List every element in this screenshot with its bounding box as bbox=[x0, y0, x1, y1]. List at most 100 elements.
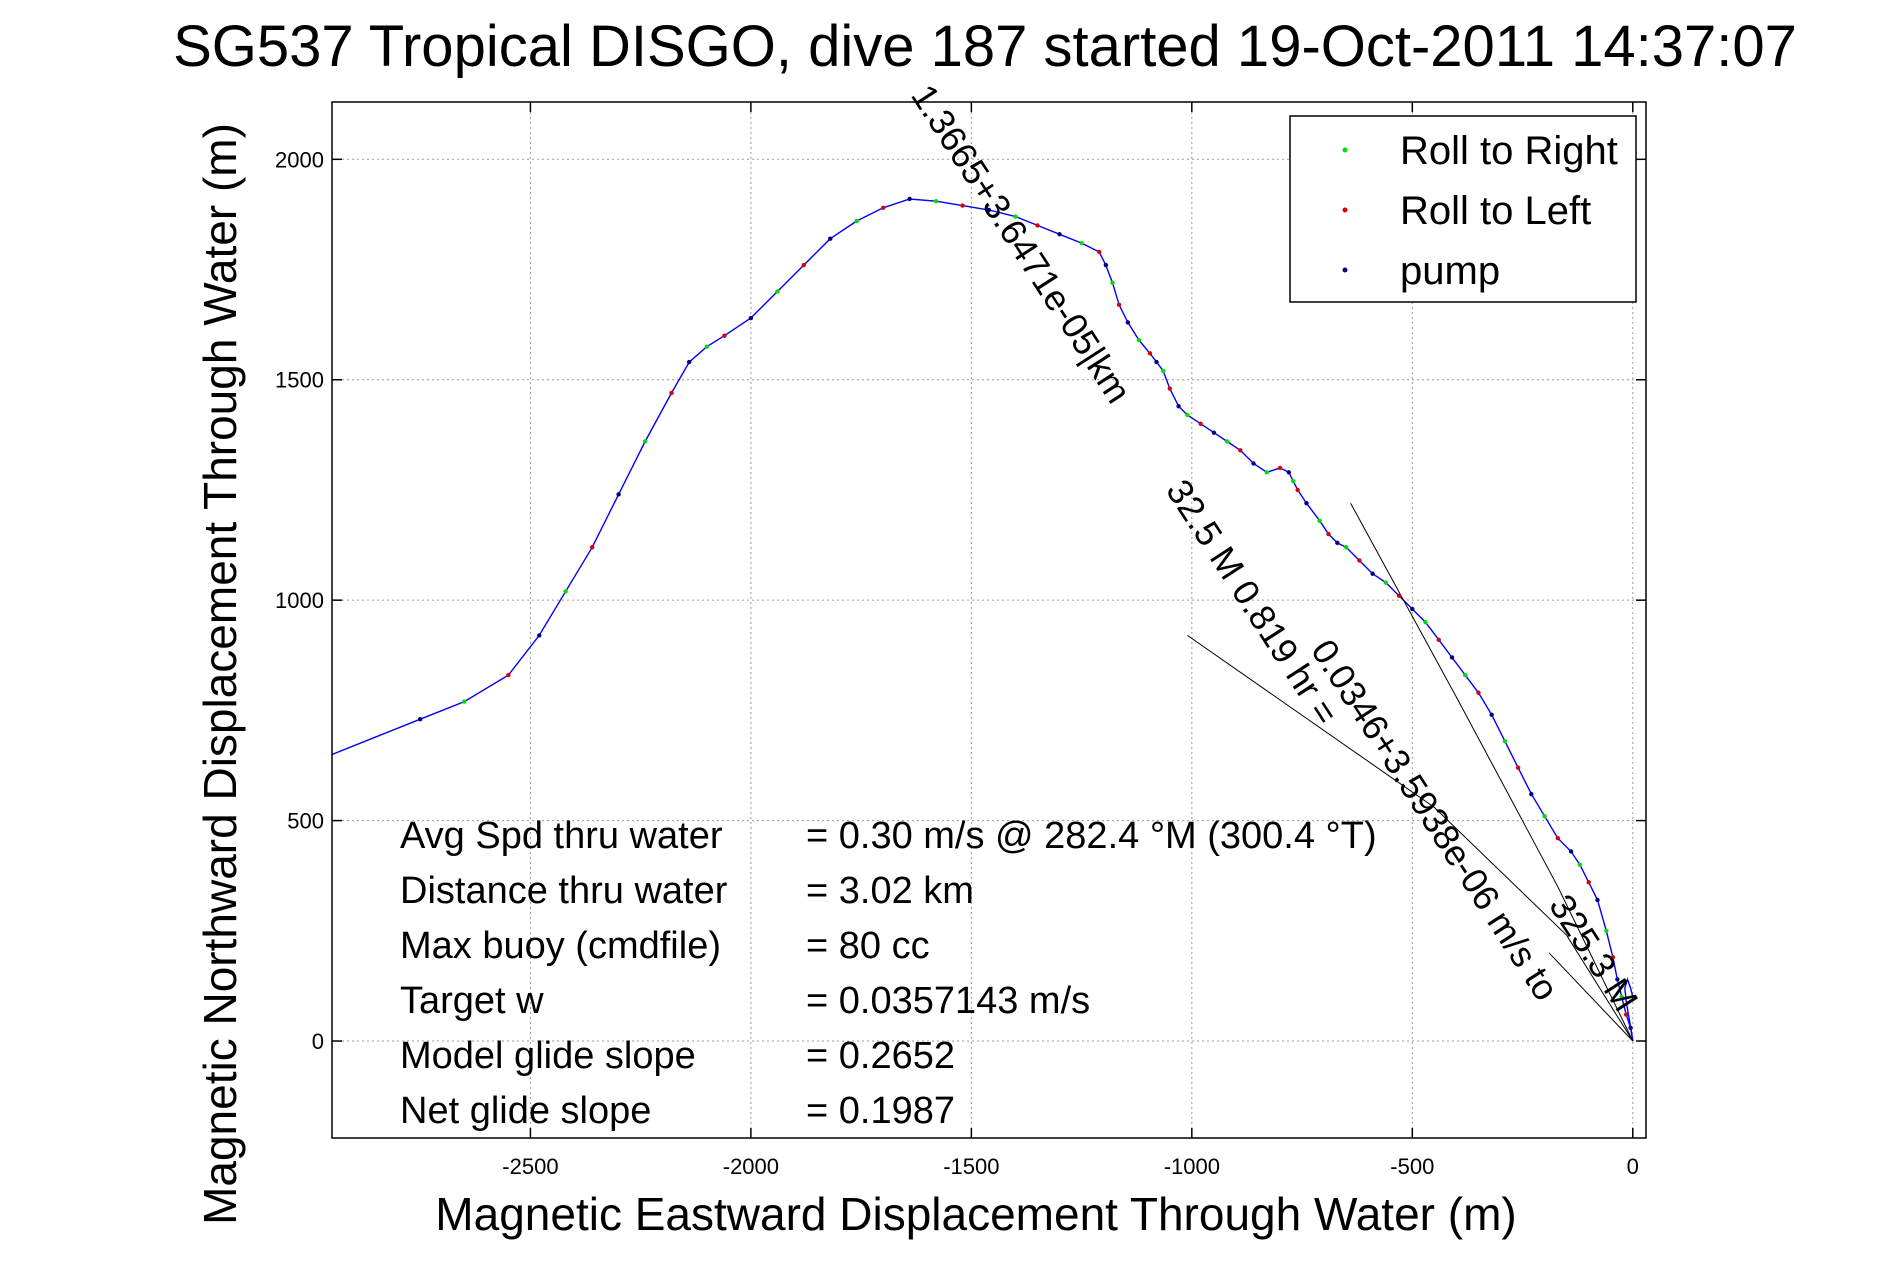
track-marker bbox=[1489, 712, 1494, 717]
y-tick-label: 1000 bbox=[275, 588, 324, 613]
track-marker bbox=[1542, 813, 1547, 819]
track-marker bbox=[1396, 593, 1402, 598]
glider-track-line bbox=[1624, 977, 1634, 1042]
track-marker bbox=[1370, 571, 1375, 576]
x-tick-labels: -2500 -2000 -1500 -1000 -500 0 bbox=[502, 1154, 1639, 1179]
track-marker bbox=[1176, 403, 1181, 409]
track-marker bbox=[1555, 836, 1561, 841]
legend-box bbox=[1289, 115, 1637, 303]
track-marker bbox=[1147, 351, 1153, 356]
track-marker bbox=[1568, 849, 1574, 854]
track-marker bbox=[1529, 791, 1534, 797]
track-marker bbox=[1604, 928, 1609, 933]
track-marker bbox=[801, 262, 807, 268]
rotated-annotation: 325.3 M bbox=[1541, 887, 1646, 1018]
track-marker bbox=[1619, 994, 1624, 1000]
track-marker bbox=[506, 672, 511, 678]
stat-value: = 80 cc bbox=[806, 925, 930, 967]
rotated-annotation: 32.5 M 0.819 hr = bbox=[1158, 472, 1347, 732]
x-axis-label: Magnetic Eastward Displacement Through W… bbox=[435, 1188, 1516, 1240]
track-marker bbox=[1586, 880, 1591, 885]
track-marker bbox=[1628, 1025, 1633, 1030]
track-marker bbox=[1097, 249, 1102, 255]
reference-line bbox=[1350, 502, 1634, 1042]
track-marker bbox=[775, 289, 780, 294]
legend-label: Roll to Left bbox=[1400, 189, 1591, 233]
reference-line bbox=[1187, 634, 1634, 1042]
glider-track-line bbox=[332, 198, 1634, 1042]
track-marker bbox=[616, 492, 621, 497]
stat-value: = 0.1987 bbox=[806, 1090, 955, 1132]
track-marker bbox=[1449, 655, 1455, 660]
x-tick-label: -2500 bbox=[502, 1154, 558, 1179]
track-marker bbox=[880, 205, 886, 211]
track-marker bbox=[1423, 620, 1428, 625]
track-marker bbox=[1079, 240, 1084, 246]
stat-label: Target w bbox=[400, 980, 544, 1022]
track-marker bbox=[1615, 977, 1620, 982]
track-marker bbox=[1291, 478, 1296, 484]
track-marker bbox=[960, 203, 965, 208]
chart-title: SG537 Tropical DISGO, dive 187 started 1… bbox=[173, 14, 1797, 79]
legend-label: Roll to Right bbox=[1400, 129, 1618, 173]
track-marker bbox=[417, 716, 423, 722]
track-marker bbox=[1264, 470, 1269, 475]
x-tick-label: 0 bbox=[1627, 1154, 1639, 1179]
stat-label: Distance thru water bbox=[400, 870, 728, 912]
track-marker bbox=[907, 196, 912, 202]
track-marker bbox=[933, 198, 939, 204]
track-marker bbox=[537, 633, 542, 638]
legend-label: pump bbox=[1400, 249, 1500, 293]
track-marker bbox=[1357, 558, 1362, 563]
track-marker bbox=[1463, 672, 1468, 678]
track-marker bbox=[1136, 337, 1142, 343]
y-tick-label: 500 bbox=[287, 809, 324, 834]
legend-marker bbox=[1342, 147, 1348, 153]
x-tick-label: -2000 bbox=[723, 1154, 779, 1179]
stat-value: = 0.30 m/s @ 282.4 °M (300.4 °T) bbox=[806, 815, 1377, 857]
plot-frame bbox=[331, 101, 1647, 1139]
stat-value: = 0.2652 bbox=[806, 1035, 955, 1077]
track-marker bbox=[1335, 540, 1340, 546]
y-tick-label: 1500 bbox=[275, 368, 324, 393]
track-marker bbox=[686, 359, 692, 365]
y-tick-label: 2000 bbox=[275, 147, 324, 172]
stat-value: = 3.02 km bbox=[806, 870, 974, 912]
track-marker bbox=[1436, 637, 1441, 643]
track-marker bbox=[1383, 580, 1389, 585]
track-marker bbox=[1035, 223, 1040, 228]
track-marker bbox=[1304, 500, 1309, 506]
track-marker bbox=[704, 344, 709, 349]
track-marker bbox=[563, 589, 568, 594]
track-marker bbox=[1185, 412, 1190, 418]
track-marker bbox=[828, 236, 833, 241]
legend-marker bbox=[1342, 267, 1348, 273]
rotated-annotation: 1.3665+3.6471e-05|km bbox=[903, 77, 1139, 410]
stat-label: Net glide slope bbox=[400, 1090, 651, 1132]
track-marker bbox=[1103, 262, 1109, 268]
x-tick-label: -1000 bbox=[1164, 1154, 1220, 1179]
track-marker bbox=[1476, 690, 1481, 695]
track-marker bbox=[1251, 461, 1256, 466]
x-tick-label: -1500 bbox=[943, 1154, 999, 1179]
track-marker bbox=[1286, 470, 1292, 475]
track-marker bbox=[1577, 862, 1583, 867]
track-marker bbox=[1167, 386, 1172, 391]
track-marker bbox=[1343, 545, 1349, 550]
legend: Roll to Right Roll to Left pump bbox=[1289, 115, 1637, 303]
y-axis-label: Magnetic Northward Displacement Through … bbox=[194, 123, 246, 1225]
track-marker bbox=[1317, 518, 1322, 524]
track-marker bbox=[1211, 430, 1217, 435]
stat-label: Avg Spd thru water bbox=[400, 815, 723, 857]
track-marker bbox=[1623, 1012, 1629, 1017]
plot-area bbox=[332, 196, 1634, 1042]
legend-marker bbox=[1342, 207, 1348, 213]
track-marker bbox=[1125, 320, 1131, 325]
track-marker bbox=[722, 333, 727, 338]
x-tick-label: -500 bbox=[1390, 1154, 1434, 1179]
track-marker bbox=[669, 390, 674, 396]
stat-label: Model glide slope bbox=[400, 1035, 696, 1077]
y-tick-labels: 0 500 1000 1500 2000 bbox=[275, 147, 324, 1054]
track-marker bbox=[986, 207, 992, 213]
